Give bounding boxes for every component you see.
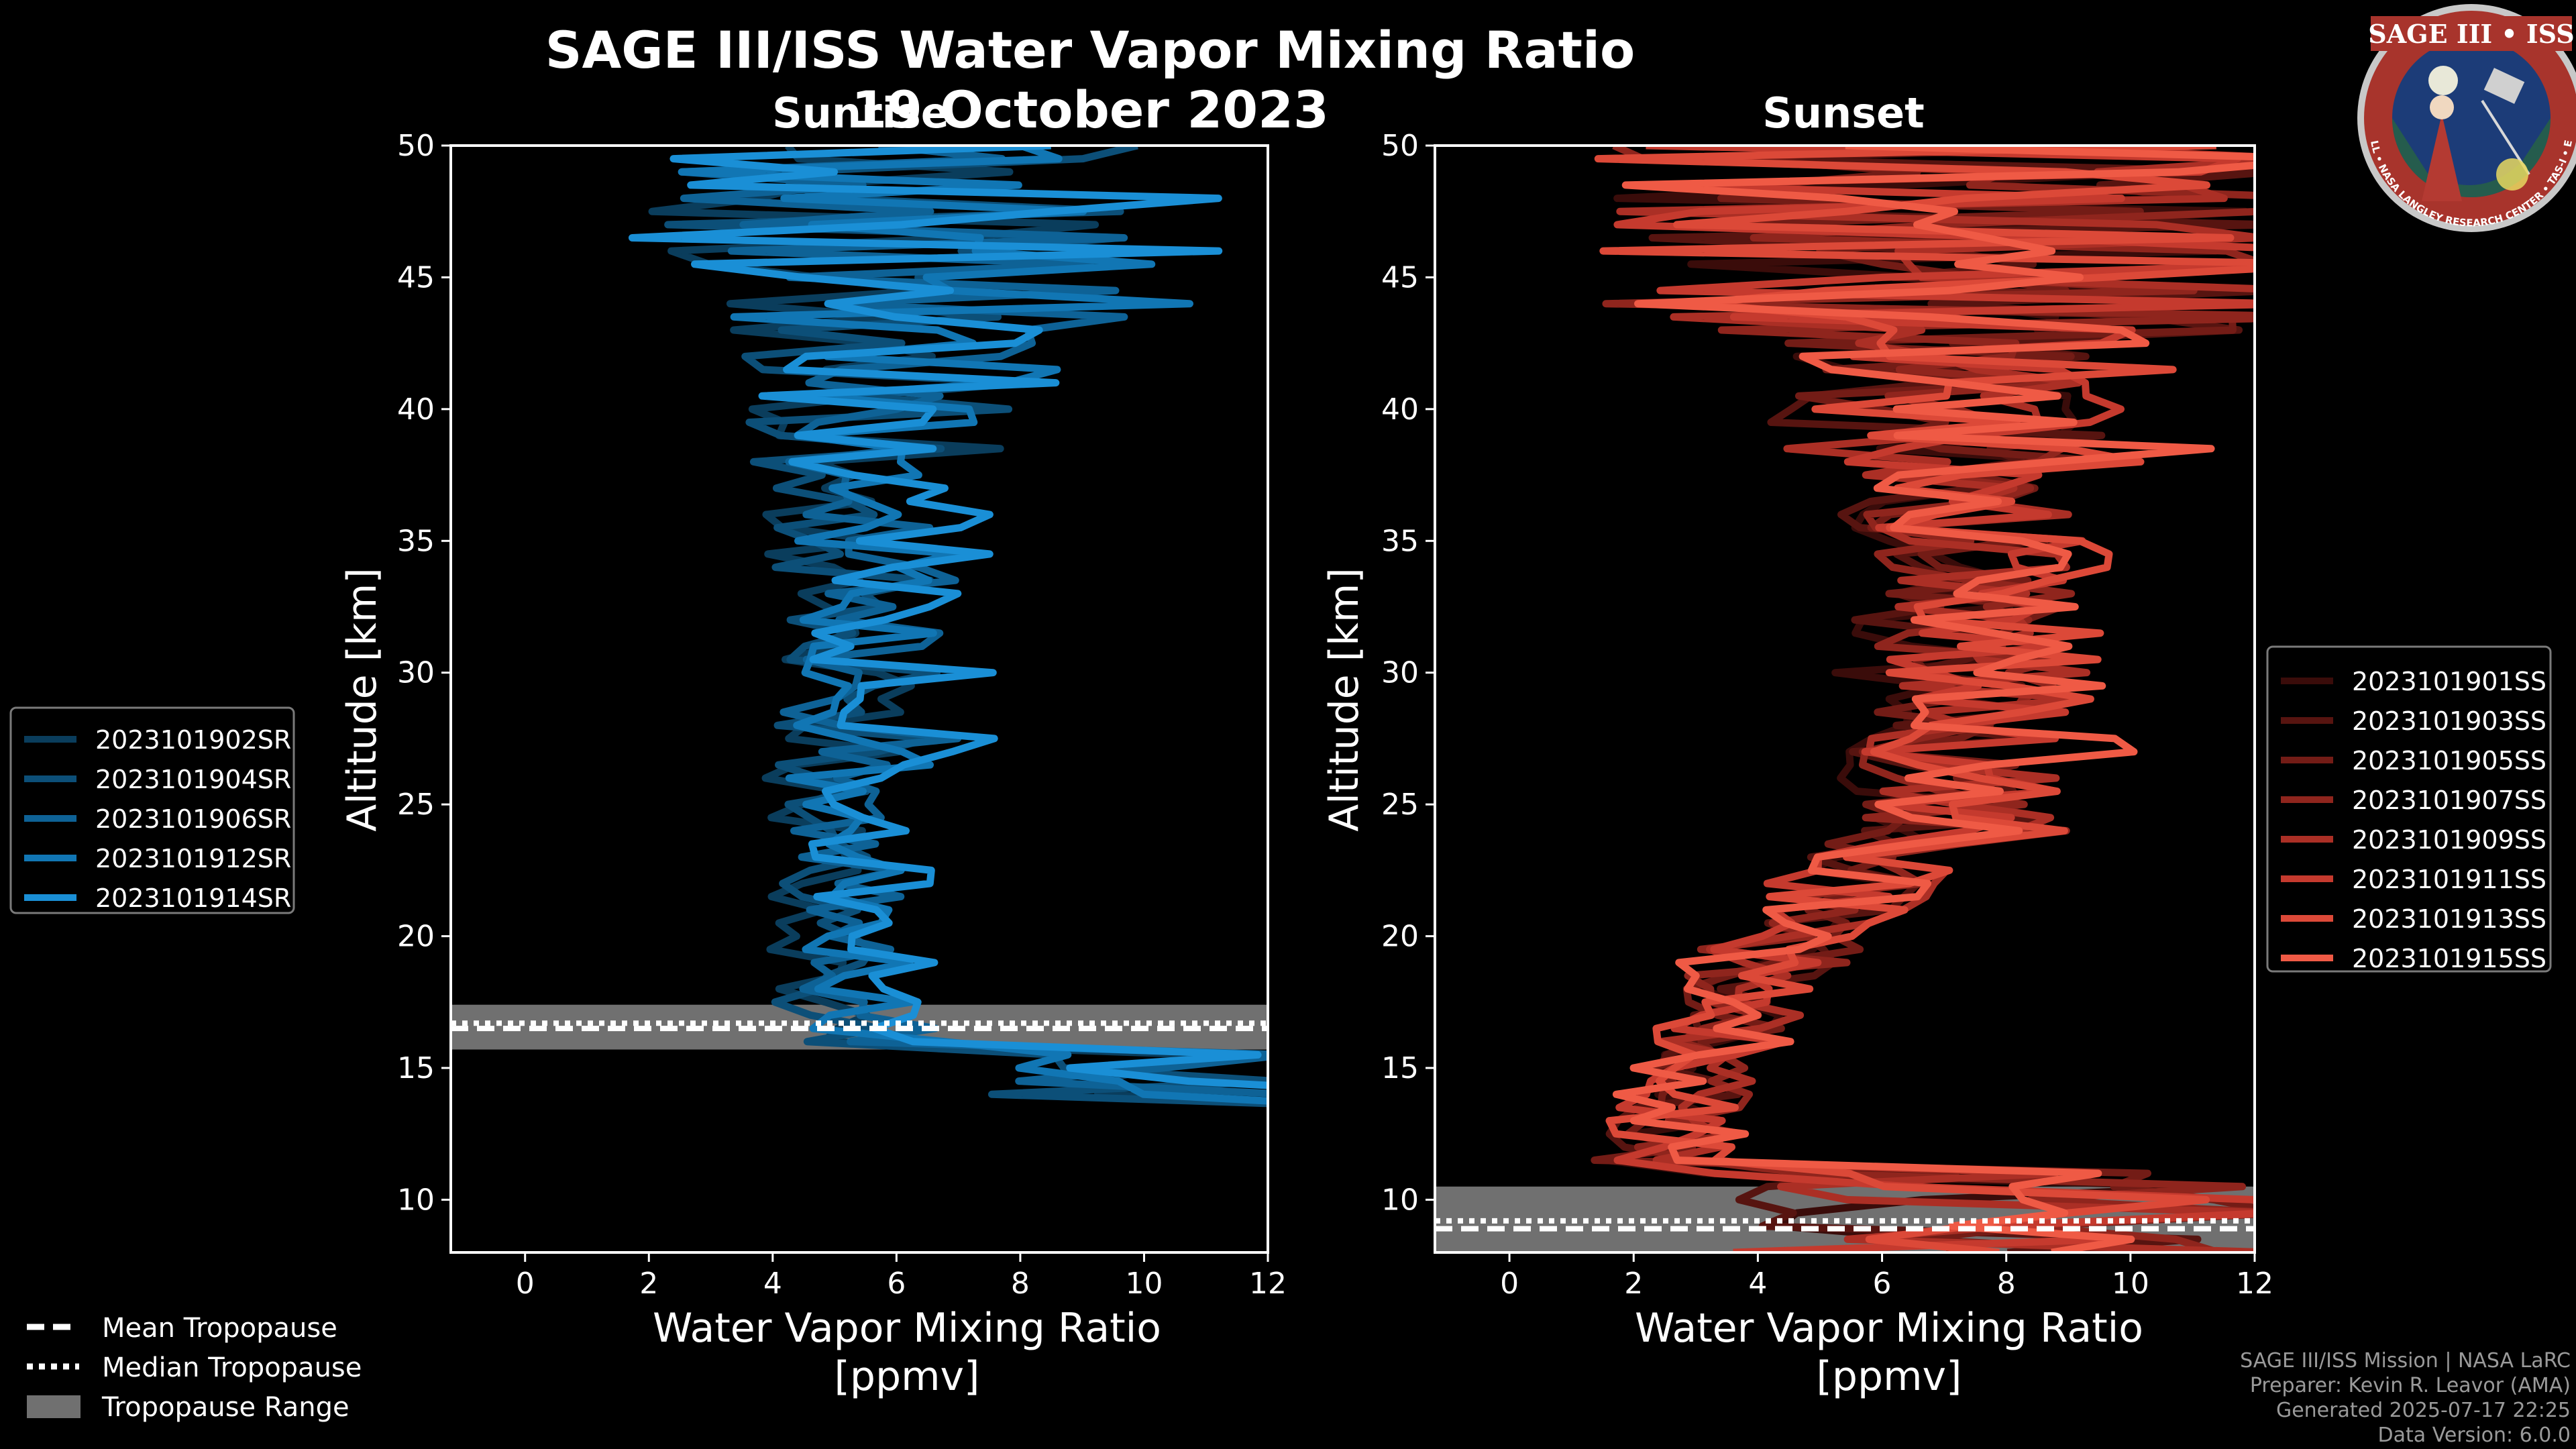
sunset-legend: 2023101901SS 2023101903SS 2023101905SS 2023…: [2266, 645, 2552, 973]
sr-xtick-label: 12: [1249, 1267, 1287, 1301]
median-tropopause-label: Median Tropopause: [102, 1352, 362, 1383]
ss-ytick-label: 50: [1381, 129, 1419, 163]
footer-credits: SAGE III/ISS Mission | NASA LaRC Prepare…: [2240, 1349, 2571, 1447]
sr-ytick-label: 20: [397, 920, 435, 954]
figure-title: SAGE III/ISS Water Vapor Mixing Ratio: [545, 20, 1635, 80]
footer-preparer: Preparer: Kevin R. Leavor (AMA): [2250, 1374, 2571, 1397]
ss-xtick-label: 8: [1997, 1267, 2016, 1301]
legend-label-2023101909SS: 2023101909SS: [2352, 825, 2546, 855]
footer-mission: SAGE III/ISS Mission | NASA LaRC: [2240, 1349, 2571, 1373]
sunrise-chart: 0 2 4 6 8 10 12 10 15 20 25 30 35 40 45 50: [397, 129, 1287, 1301]
legend-label-2023101912SR: 2023101912SR: [95, 844, 291, 873]
ss-profile-2023101913SS: [1594, 146, 2255, 1252]
sunset-panel-title: Sunset: [1762, 89, 1925, 138]
sr-xtick-label: 2: [639, 1267, 658, 1301]
figure-date: 19 October 2023: [851, 80, 1329, 140]
ss-profile-2023101907SS: [1602, 146, 2255, 1252]
sr-ytick-label: 25: [397, 788, 435, 822]
legend-label-2023101906SR: 2023101906SR: [95, 804, 291, 834]
ss-ytick-label: 35: [1381, 524, 1419, 558]
ss-xtick-label: 4: [1748, 1267, 1767, 1301]
mean-tropopause-label: Mean Tropopause: [102, 1313, 337, 1344]
sr-profile-2023101912SR: [678, 146, 1268, 1105]
sunrise-xlabel-line1: Water Vapor Mixing Ratio: [653, 1305, 1161, 1352]
legend-label-2023101903SS: 2023101903SS: [2352, 706, 2546, 736]
sr-xtick-label: 0: [516, 1267, 535, 1301]
ss-ytick-label: 45: [1381, 260, 1419, 294]
sunrise-xlabel-line2: [ppmv]: [835, 1353, 980, 1400]
sr-profile-2023101904SR: [664, 146, 1268, 1108]
ss-ytick-label: 40: [1381, 392, 1419, 427]
sunrise-ylabel: Altitude [km]: [339, 568, 386, 832]
legend-label-2023101907SS: 2023101907SS: [2352, 786, 2546, 815]
ss-ytick-label: 15: [1381, 1051, 1419, 1085]
tropopause-range-swatch: [27, 1395, 80, 1418]
sunset-xlabel-line2: [ppmv]: [1817, 1353, 1962, 1400]
sr-xtick-label: 10: [1125, 1267, 1163, 1301]
ss-ytick-label: 20: [1381, 920, 1419, 954]
legend-label-2023101904SR: 2023101904SR: [95, 765, 291, 794]
sr-ytick-label: 50: [397, 129, 435, 163]
ss-xtick-label: 2: [1624, 1267, 1643, 1301]
legend-label-2023101913SS: 2023101913SS: [2352, 904, 2546, 934]
sunset-xlabel-line1: Water Vapor Mixing Ratio: [1635, 1305, 2143, 1352]
sr-ytick-label: 10: [397, 1183, 435, 1217]
legend-label-2023101911SS: 2023101911SS: [2352, 865, 2546, 894]
sunset-ylabel: Altitude [km]: [1321, 568, 1368, 832]
sr-axes-frame: [449, 144, 1269, 1254]
tropopause-range-label: Tropopause Range: [101, 1392, 350, 1423]
ss-ytick-label: 10: [1381, 1183, 1419, 1217]
legend-label-2023101914SR: 2023101914SR: [95, 883, 291, 913]
logo-title: SAGE III • ISS: [2368, 19, 2574, 49]
sr-ytick-label: 40: [397, 392, 435, 427]
ss-xtick-label: 12: [2236, 1267, 2273, 1301]
sunrise-legend: 2023101902SR 2023101904SR 2023101906SR 2023…: [9, 706, 295, 914]
sunrise-panel-title: Sunrise: [772, 89, 949, 138]
sr-ytick-label: 45: [397, 260, 435, 294]
sr-ytick-label: 30: [397, 656, 435, 690]
ss-axes-frame: [1434, 144, 2256, 1254]
ss-profile-2023101915SS: [1612, 146, 2255, 1252]
legend-label-2023101905SS: 2023101905SS: [2352, 746, 2546, 775]
legend-label-2023101901SS: 2023101901SS: [2352, 667, 2546, 696]
ss-xtick-label: 6: [1873, 1267, 1892, 1301]
ss-xtick-label: 0: [1500, 1267, 1519, 1301]
legend-label-2023101915SS: 2023101915SS: [2352, 944, 2546, 973]
footer-data-version: Data Version: 6.0.0: [2378, 1424, 2571, 1447]
ss-ytick-label: 25: [1381, 788, 1419, 822]
sr-xtick-label: 8: [1011, 1267, 1030, 1301]
tropopause-legend: Mean Tropopause Median Tropopause Tropop…: [27, 1313, 362, 1423]
footer-generated: Generated 2025-07-17 22:25: [2276, 1399, 2571, 1422]
legend-label-2023101902SR: 2023101902SR: [95, 725, 291, 755]
sr-ytick-label: 15: [397, 1051, 435, 1085]
ss-xtick-label: 10: [2112, 1267, 2149, 1301]
sr-ytick-label: 35: [397, 524, 435, 558]
sr-profile-2023101914SR: [628, 146, 1268, 1089]
sunset-chart: 0 2 4 6 8 10 12 10 15 20 25 30 35 40 45 50: [1381, 129, 2273, 1301]
ss-ytick-label: 30: [1381, 656, 1419, 690]
sr-xtick-label: 6: [887, 1267, 906, 1301]
sr-xtick-label: 4: [763, 1267, 782, 1301]
